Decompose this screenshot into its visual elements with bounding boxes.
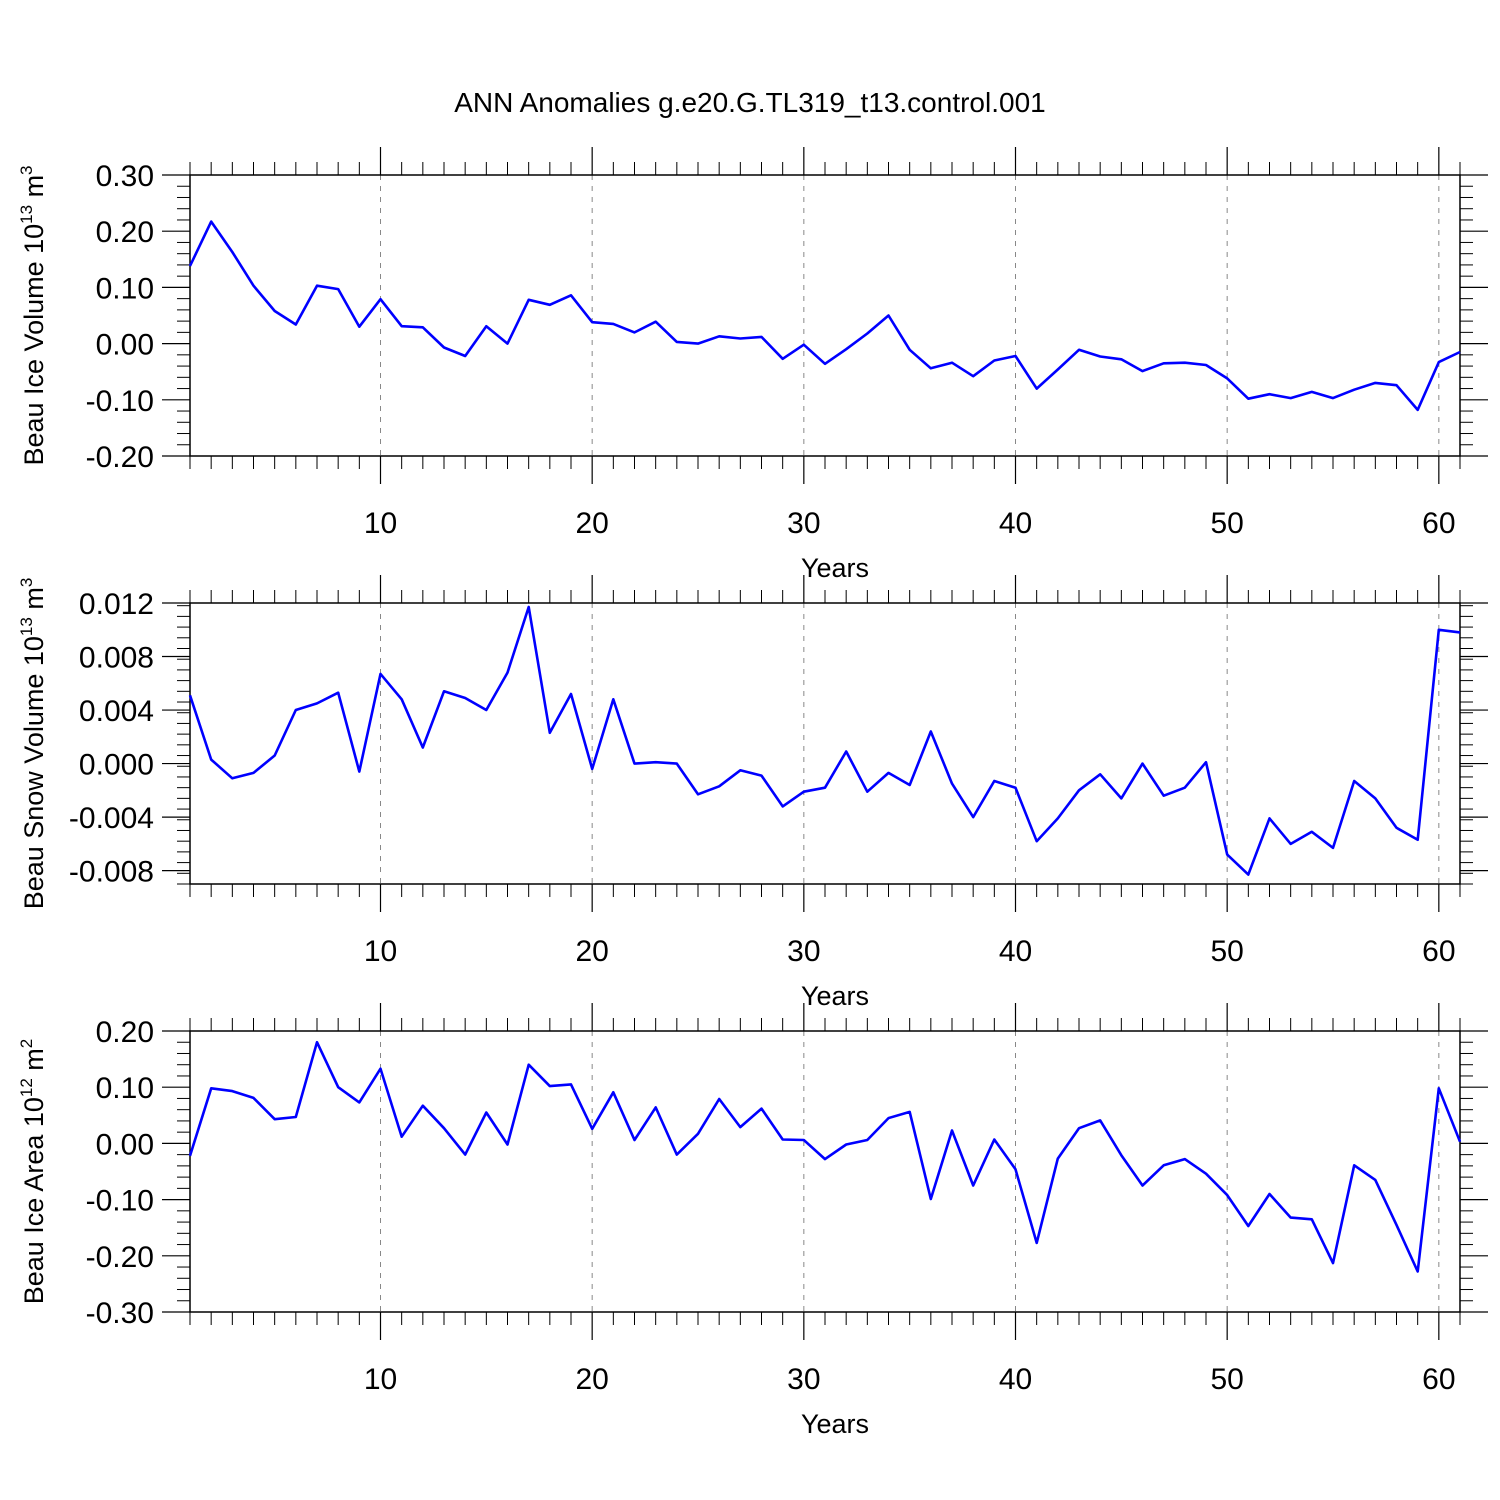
x-tick-label: 20	[575, 507, 608, 540]
y-tick-label: 0.20	[96, 1016, 154, 1049]
x-tick-label: 60	[1422, 507, 1455, 540]
y-axis-label: Beau Ice Area 1012 m2	[17, 1039, 49, 1305]
figure-title: ANN Anomalies g.e20.G.TL319_t13.control.…	[454, 87, 1045, 118]
x-tick-label: 30	[787, 1363, 820, 1396]
y-axis-label: Beau Ice Volume 1013 m3	[17, 165, 49, 465]
x-axis-label: Years	[801, 553, 869, 583]
x-tick-label: 40	[999, 935, 1032, 968]
x-tick-label: 40	[999, 507, 1032, 540]
chart-panel-2: 10 20 30 40 50 60 -0.008 -0.004 0.000 0.004 0.008 0…	[17, 575, 1488, 1011]
x-tick-label: 10	[364, 935, 397, 968]
y-tick-label: -0.10	[86, 1185, 154, 1218]
y-tick-label: -0.20	[86, 441, 154, 474]
y-tick-label: 0.012	[79, 588, 154, 621]
x-tick-label: 20	[575, 1363, 608, 1396]
y-axis-label: Beau Snow Volume 1013 m3	[17, 578, 49, 910]
data-series-line	[188, 1040, 1462, 1273]
x-tick-label: 50	[1210, 935, 1243, 968]
panels: 10 20 30 40 50 60 -0.20 -0.10 0.00 0.10 0.20 0.30 Ye…	[17, 147, 1488, 1439]
x-tick-label: 40	[999, 1363, 1032, 1396]
x-tick-label: 10	[364, 1363, 397, 1396]
y-tick-label: -0.20	[86, 1241, 154, 1274]
y-tick-label: 0.00	[96, 329, 154, 362]
x-axis-label: Years	[801, 1409, 869, 1439]
data-series-line	[188, 605, 1461, 876]
data-series-line	[188, 220, 1461, 412]
y-tick-label: 0.008	[79, 642, 154, 675]
y-tick-label: 0.00	[96, 1128, 154, 1161]
x-tick-label: 60	[1422, 935, 1455, 968]
x-tick-label: 30	[787, 507, 820, 540]
x-tick-label: 30	[787, 935, 820, 968]
x-tick-label: 20	[575, 935, 608, 968]
chart-panel-3: 10 20 30 40 50 60 -0.30 -0.20 -0.10 0.00 0.10 0.20 Y…	[17, 1003, 1488, 1439]
x-tick-label: 60	[1422, 1363, 1455, 1396]
y-tick-label: 0.30	[96, 160, 154, 193]
y-tick-label: 0.20	[96, 216, 154, 249]
plot-frame	[189, 1030, 1461, 1313]
plot-frame	[189, 602, 1461, 885]
y-tick-label: 0.10	[96, 272, 154, 305]
x-tick-label: 50	[1210, 1363, 1243, 1396]
x-axis-label: Years	[801, 981, 869, 1011]
y-tick-label: -0.10	[86, 385, 154, 418]
y-tick-label: -0.008	[69, 856, 154, 889]
y-tick-label: 0.10	[96, 1072, 154, 1105]
y-tick-label: -0.30	[86, 1297, 154, 1330]
y-tick-label: -0.004	[69, 802, 154, 835]
chart-panel-1: 10 20 30 40 50 60 -0.20 -0.10 0.00 0.10 0.20 0.30 Ye…	[17, 147, 1488, 583]
y-tick-label: 0.004	[79, 695, 154, 728]
x-tick-label: 10	[364, 507, 397, 540]
plot-frame	[189, 174, 1461, 457]
y-tick-label: 0.000	[79, 749, 154, 782]
x-tick-label: 50	[1210, 507, 1243, 540]
